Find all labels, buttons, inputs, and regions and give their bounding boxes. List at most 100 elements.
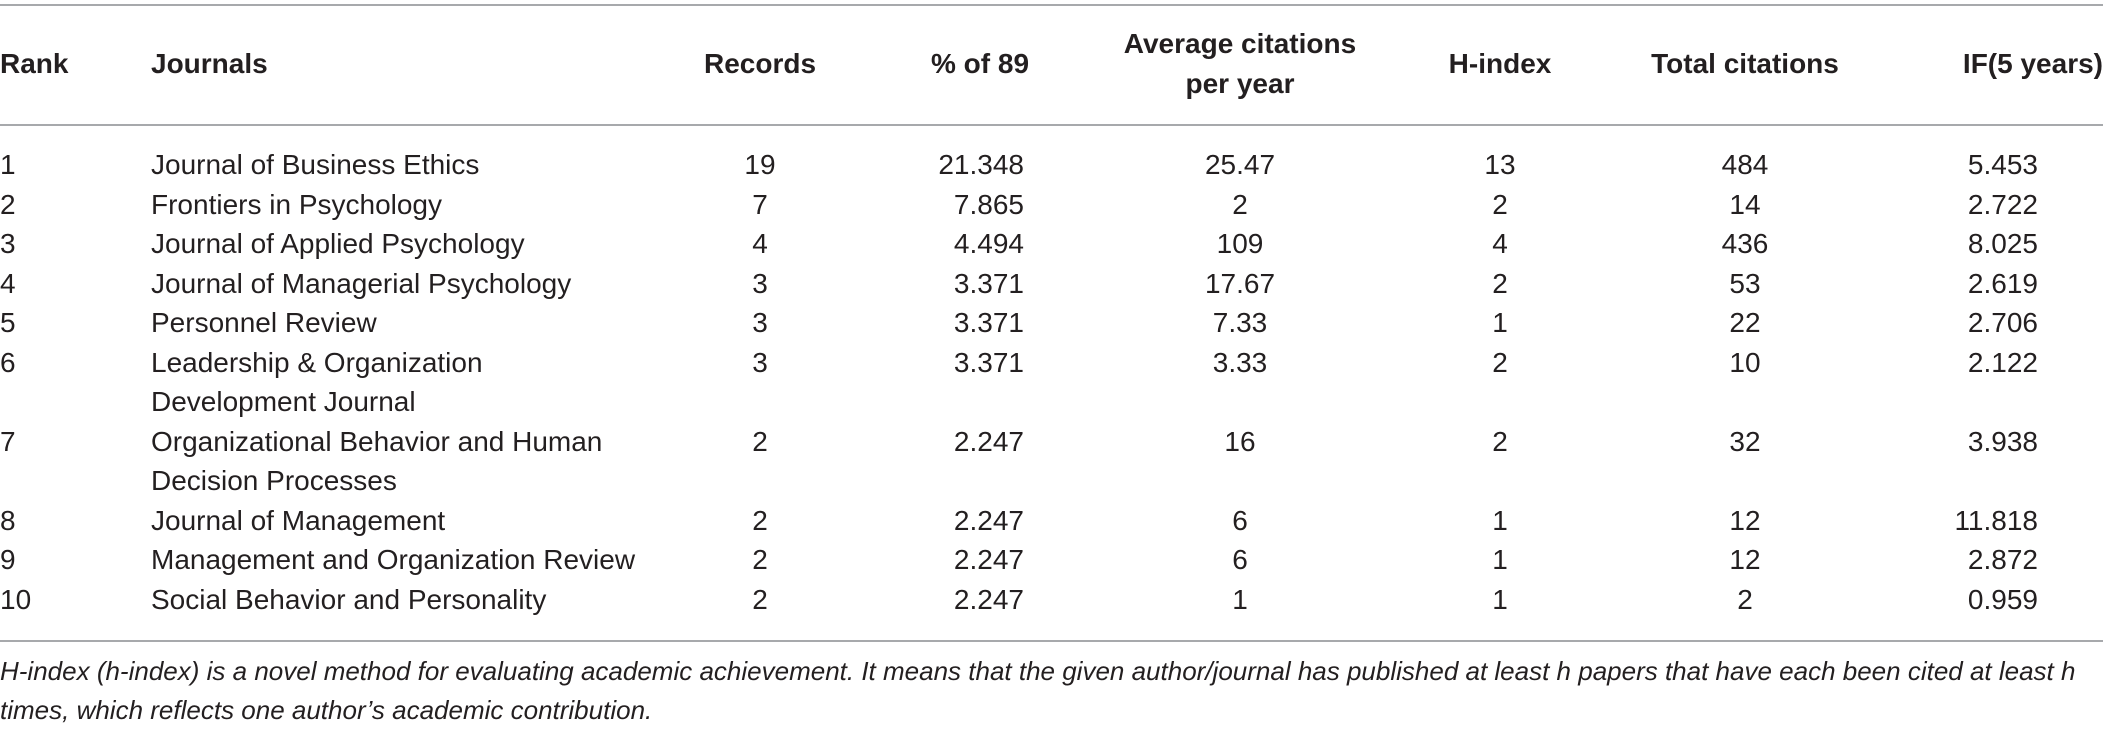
- cell-impact-factor: 8.025: [1967, 228, 2038, 259]
- cell-records: 2: [752, 425, 768, 457]
- cell-journal-line: Management and Organization Review: [151, 544, 636, 575]
- cell-journal-line: Social Behavior and Personality: [151, 583, 547, 615]
- table-row: 8 Journal of Management 2 2.247 6 1 12 11.818: [0, 501, 2103, 541]
- cell-records: 2: [752, 504, 768, 536]
- cell-journal-line: Organizational Behavior and Human: [151, 425, 603, 457]
- cell-total-citations: 436: [1721, 228, 1769, 259]
- cell-rank: 6: [0, 346, 16, 378]
- cell-journal-line: Frontiers in Psychology: [151, 188, 443, 220]
- cell-average-citations: 16: [1224, 425, 1256, 457]
- cell-h-index: 2: [1492, 188, 1508, 220]
- cell-rank: 9: [0, 544, 16, 575]
- cell-total-citations: 12: [1729, 544, 1761, 575]
- cell-average-citations: 1: [1232, 583, 1248, 615]
- cell-rank: 4: [0, 267, 16, 299]
- cell-rank: 2: [0, 188, 16, 220]
- cell-percent: 21.348: [938, 149, 1024, 180]
- table-row: 6 Leadership & Organization Development Jo…: [0, 343, 2103, 422]
- cell-impact-factor: 2.706: [1967, 307, 2038, 338]
- cell-h-index: 13: [1484, 149, 1516, 180]
- cell-percent: 2.247: [953, 504, 1024, 536]
- cell-rank: 5: [0, 307, 16, 338]
- table-footnote: H-index (h-index) is a novel method for …: [0, 656, 2076, 725]
- cell-total-citations: 32: [1729, 425, 1761, 457]
- cell-rank: 10: [0, 583, 32, 615]
- cell-records: 2: [752, 583, 768, 615]
- cell-records: 3: [752, 346, 768, 378]
- table-row: 4 Journal of Managerial Psychology 3 3.371 1…: [0, 264, 2103, 304]
- header-rank: Rank: [0, 48, 69, 79]
- cell-journal-line: Journal of Business Ethics: [151, 149, 480, 180]
- table-row: 5 Personnel Review 3 3.371 7.33 1 22 2.706: [0, 303, 2103, 343]
- cell-journal: Leadership & Organization Development Jou…: [151, 343, 671, 422]
- cell-percent: 2.247: [953, 425, 1024, 457]
- cell-impact-factor: 2.872: [1967, 544, 2038, 575]
- cell-rank: 8: [0, 504, 16, 536]
- cell-average-citations: 25.47: [1204, 149, 1276, 180]
- cell-average-citations: 17.67: [1204, 267, 1276, 299]
- cell-journal: Personnel Review: [151, 303, 671, 343]
- cell-records: 3: [752, 307, 768, 338]
- cell-journal: Organizational Behavior and Human Decisio…: [151, 422, 671, 501]
- table-top-rule: [0, 4, 2103, 6]
- cell-total-citations: 484: [1721, 149, 1769, 180]
- cell-h-index: 2: [1492, 267, 1508, 299]
- cell-impact-factor: 11.818: [1954, 504, 2038, 536]
- table-row: 9 Management and Organization Review 2 2.24…: [0, 540, 2103, 580]
- table-row: 7 Organizational Behavior and Human Decisi…: [0, 422, 2103, 501]
- cell-percent: 7.865: [953, 188, 1024, 220]
- table-header: Rank Journals Records % of 89 Average ci…: [0, 4, 2103, 124]
- header-h-index: H-index: [1448, 48, 1552, 79]
- cell-journal: Journal of Applied Psychology: [151, 224, 671, 264]
- cell-impact-factor: 2.722: [1967, 188, 2038, 220]
- cell-journal-line: Journal of Applied Psychology: [151, 228, 525, 259]
- header-impact-factor: IF(5 years): [1962, 48, 2103, 79]
- cell-records: 2: [752, 544, 768, 575]
- cell-journal-line: Development Journal: [151, 386, 416, 417]
- table-header-rule: [0, 124, 2103, 126]
- header-records: Records: [703, 48, 817, 79]
- cell-percent: 3.371: [953, 307, 1024, 338]
- cell-journal: Journal of Business Ethics: [151, 145, 671, 185]
- cell-percent: 4.494: [953, 228, 1024, 259]
- cell-h-index: 1: [1492, 544, 1508, 575]
- table-row: 2 Frontiers in Psychology 7 7.865 2 2 14 2.722: [0, 185, 2103, 225]
- cell-total-citations: 14: [1729, 188, 1761, 220]
- cell-records: 7: [752, 188, 768, 220]
- table-bottom-rule: [0, 640, 2103, 642]
- cell-total-citations: 2: [1737, 583, 1753, 615]
- cell-average-citations: 7.33: [1212, 307, 1268, 338]
- header-journals: Journals: [151, 48, 268, 79]
- cell-journal: Social Behavior and Personality: [151, 580, 671, 620]
- cell-impact-factor: 2.619: [1967, 267, 2038, 299]
- cell-h-index: 2: [1492, 425, 1508, 457]
- cell-journal-line: Decision Processes: [151, 465, 397, 496]
- cell-h-index: 1: [1492, 583, 1508, 615]
- cell-average-citations: 6: [1232, 504, 1248, 536]
- cell-rank: 1: [0, 149, 16, 180]
- cell-h-index: 4: [1492, 228, 1508, 259]
- cell-impact-factor: 2.122: [1967, 346, 2038, 378]
- cell-total-citations: 22: [1729, 307, 1761, 338]
- header-total-citations: Total citations: [1651, 48, 1839, 79]
- cell-total-citations: 53: [1729, 267, 1761, 299]
- cell-journal: Journal of Managerial Psychology: [151, 264, 671, 304]
- cell-percent: 3.371: [953, 267, 1024, 299]
- cell-journal-line: Leadership & Organization: [151, 346, 483, 378]
- cell-h-index: 1: [1492, 307, 1508, 338]
- table-row: 10 Social Behavior and Personality 2 2.247 1…: [0, 580, 2103, 620]
- cell-rank: 3: [0, 228, 16, 259]
- cell-impact-factor: 5.453: [1967, 149, 2038, 180]
- cell-journal: Frontiers in Psychology: [151, 185, 671, 225]
- cell-percent: 2.247: [953, 583, 1024, 615]
- cell-total-citations: 10: [1729, 346, 1761, 378]
- cell-percent: 2.247: [953, 544, 1024, 575]
- cell-records: 4: [752, 228, 768, 259]
- cell-journal-line: Journal of Managerial Psychology: [151, 267, 572, 299]
- cell-journal: Management and Organization Review: [151, 540, 671, 580]
- cell-total-citations: 12: [1729, 504, 1761, 536]
- cell-h-index: 2: [1492, 346, 1508, 378]
- cell-records: 3: [752, 267, 768, 299]
- cell-records: 19: [744, 149, 776, 180]
- header-average-citations: Average citations per year: [1123, 28, 1357, 99]
